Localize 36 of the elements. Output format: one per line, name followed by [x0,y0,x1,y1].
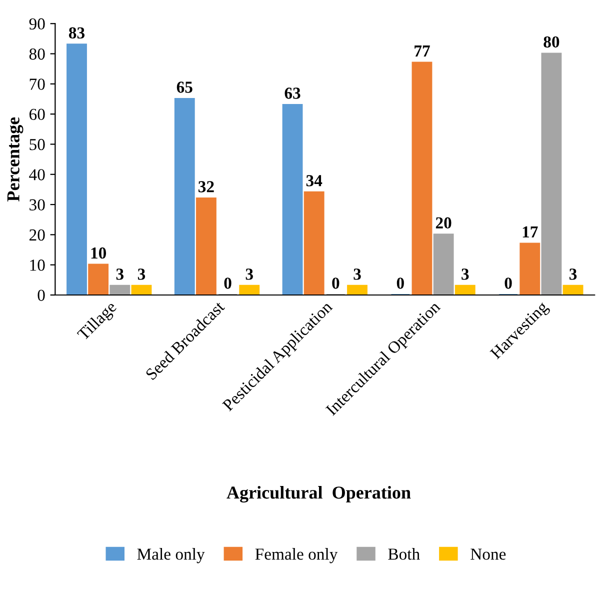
data-label: 20 [436,217,452,229]
data-label: 34 [306,175,322,186]
legend-label: Male only [137,548,205,564]
y-tick-label: 0 [38,290,45,301]
data-label: 32 [198,181,214,192]
y-tick-label: 60 [29,108,45,120]
data-label: 3 [354,268,361,280]
legend-label: Both [388,548,420,560]
y-tick-label: 50 [30,138,45,150]
y-tick-label: 30 [30,199,45,210]
data-label: 83 [68,27,85,39]
data-label: 77 [414,46,430,56]
data-label: 3 [569,268,577,280]
data-label: 0 [396,278,404,289]
legend-label: Female only [255,548,338,564]
data-label: 3 [116,268,124,280]
y-tick-label: 40 [29,169,45,180]
data-label: 10 [91,247,106,259]
y-tick-label: 10 [30,260,45,271]
data-label: 0 [224,278,232,289]
data-label: 0 [504,278,512,289]
legend-label: None [470,548,506,560]
data-label: 17 [522,226,538,238]
y-tick-label: 70 [30,78,45,90]
y-tick-label: 90 [29,18,45,30]
y-tick-label: 20 [30,229,45,241]
x-axis-title: Agricultural Operation [226,486,411,503]
data-label: 80 [544,36,560,48]
data-label: 3 [462,268,469,280]
y-tick-label: 80 [29,48,45,60]
y-axis-title: Percentage [7,117,24,202]
data-label: 0 [332,278,340,289]
data-label: 63 [284,88,300,99]
data-label: 3 [246,268,253,280]
data-label: 65 [176,82,192,93]
data-label: 3 [138,268,146,280]
